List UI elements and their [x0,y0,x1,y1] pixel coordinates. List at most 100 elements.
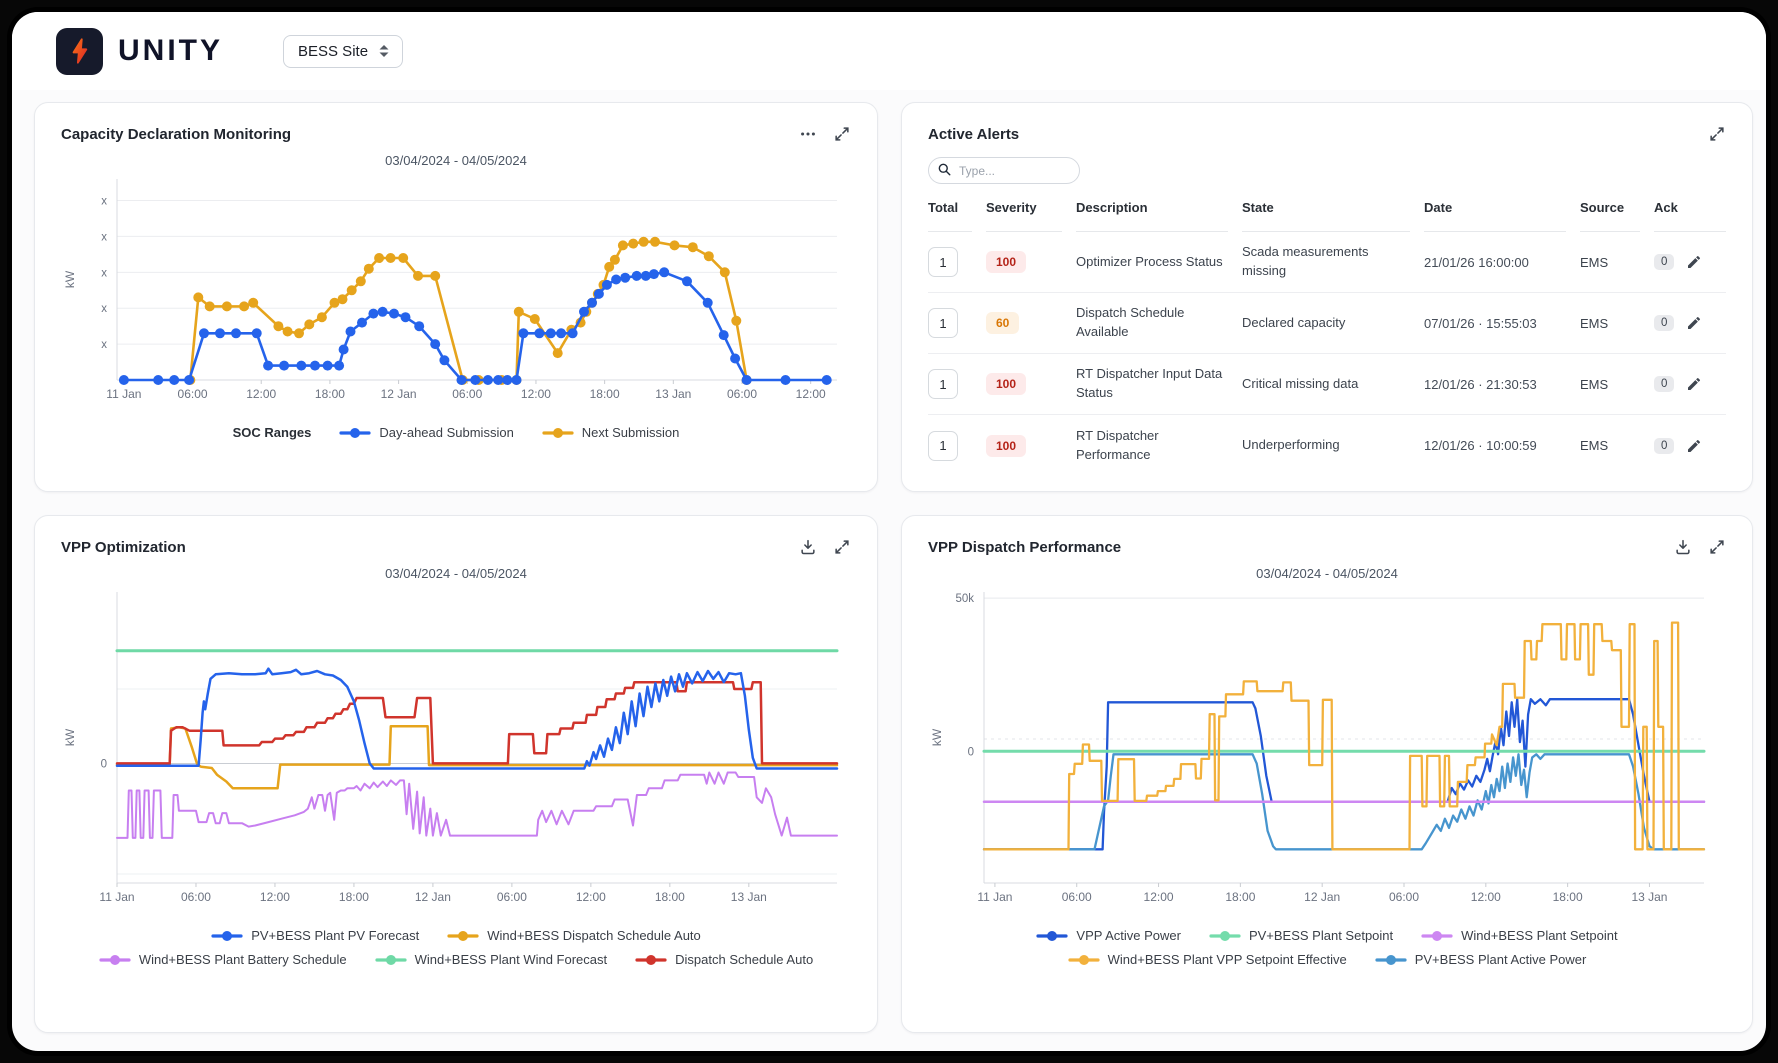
updown-chevron-icon [379,45,389,57]
column-header-total: Total [928,194,972,232]
vpp-dispatch-chart[interactable]: 50k 0 11 Jan 06:00 12:00 18:00 12 Jan 06:00 12:0… [928,583,1718,915]
legend-item[interactable]: Wind+BESS Dispatch Schedule Auto [447,928,701,943]
edit-button[interactable] [1686,376,1702,392]
legend-item[interactable]: Wind+BESS Plant Battery Schedule [99,952,347,967]
edit-button[interactable] [1686,254,1702,270]
download-icon[interactable] [799,538,817,556]
legend-marker-icon [1375,954,1407,965]
legend-item[interactable]: Dispatch Schedule Auto [635,952,813,967]
legend-item[interactable]: VPP Active Power [1036,928,1181,943]
search-icon [937,162,952,182]
ack-count-badge: 0 [1654,315,1675,331]
svg-text:06:00: 06:00 [1062,890,1092,904]
expand-icon[interactable] [1708,538,1726,556]
expand-icon[interactable] [1708,125,1726,143]
total-cell: 1 [928,369,972,399]
svg-text:11 Jan: 11 Jan [99,890,134,904]
severity-badge: 100 [986,251,1027,273]
total-cell: 1 [928,430,972,461]
alerts-search-input[interactable] [928,157,1080,184]
legend-item[interactable]: Next Submission [542,425,679,440]
panel-vpp-dispatch: VPP Dispatch Performance 03/04/2024 - 04… [901,515,1753,1033]
brand-title: UNITY [118,34,223,67]
expand-icon[interactable] [833,538,851,556]
panel-vpp-optimization: VPP Optimization 03/04/2024 - 04/05/2024… [34,515,878,1033]
alerts-table-body: 1 100 Optimizer Process Status Scada measur… [928,232,1726,476]
svg-text:12 Jan: 12 Jan [1304,890,1340,904]
svg-text:x: x [101,231,107,243]
dashboard-grid: Capacity Declaration Monitoring 03/04/20… [12,90,1766,1033]
source-cell: EMS [1580,376,1609,392]
state-cell: Underperforming [1242,437,1340,453]
description-cell: RT Dispatcher Performance [1076,427,1159,462]
severity-cell: 100 [986,434,1062,457]
pencil-icon [1688,377,1701,390]
chart-title-vpp-optimization: 03/04/2024 - 04/05/2024 [385,566,527,581]
svg-text:x: x [101,339,107,351]
download-icon[interactable] [1674,538,1692,556]
ack-count-badge: 0 [1654,376,1675,392]
table-row: 1 100 RT Dispatcher Input Data Status Criti… [928,354,1726,415]
legend-marker-icon [99,954,131,965]
legend-marker-icon [1036,930,1069,941]
state-cell: Critical missing data [1242,375,1359,391]
svg-text:11 Jan: 11 Jan [106,387,141,401]
ack-count-badge: 0 [1654,437,1675,454]
edit-button[interactable] [1686,438,1702,454]
vpp-optimization-legend: PV+BESS Plant PV Forecast Wind+BESS Dispa… [61,928,851,967]
capacity-legend: SOC Ranges Day-ahead Submission Next Subm… [61,425,851,440]
svg-text:06:00: 06:00 [497,890,527,904]
svg-text:13 Jan: 13 Jan [655,387,691,401]
legend-item[interactable]: Day-ahead Submission [339,425,514,440]
site-selector[interactable]: BESS Site [283,34,404,68]
panel-title-alerts: Active Alerts [928,125,1020,143]
svg-text:12 Jan: 12 Jan [381,387,417,401]
state-cell: Scada measurements missing [1242,244,1369,278]
alerts-search [928,157,1080,184]
pencil-icon [1688,439,1701,452]
ack-cell: 0 [1654,254,1726,270]
svg-text:18:00: 18:00 [339,890,369,904]
date-cell: 07/01/26 · 15:55:03 [1424,315,1537,331]
severity-cell: 60 [986,312,1062,334]
legend-item[interactable]: PV+BESS Plant Active Power [1375,952,1586,967]
svg-text:0: 0 [101,758,107,770]
column-header-state: State [1242,194,1410,232]
legend-item[interactable]: Wind+BESS Plant Wind Forecast [374,952,607,967]
table-row: 1 100 Optimizer Process Status Scada measur… [928,232,1726,293]
capacity-chart[interactable]: x x x x x 11 Jan 06:00 12:00 18:00 12 Jan 06:00 12:… [61,170,851,412]
legend-item[interactable]: Wind+BESS Plant VPP Setpoint Effective [1068,952,1347,967]
legend-marker-icon [339,427,371,438]
ack-count-badge: 0 [1654,254,1675,270]
lightning-bolt-icon [72,38,87,64]
legend-item[interactable]: Wind+BESS Plant Setpoint [1421,928,1618,943]
column-header-source: Source [1580,194,1640,232]
chart-title-vpp-dispatch: 03/04/2024 - 04/05/2024 [1256,566,1398,581]
panel-capacity-declaration: Capacity Declaration Monitoring 03/04/20… [34,102,878,492]
more-options-icon[interactable] [799,125,817,143]
severity-badge: 60 [986,312,1020,334]
svg-text:kW: kW [63,728,77,746]
svg-text:13 Jan: 13 Jan [731,890,767,904]
svg-text:x: x [101,303,107,315]
total-cell: 1 [928,247,972,277]
expand-icon[interactable] [833,125,851,143]
vpp-optimization-chart[interactable]: 0 11 Jan 06:00 12:00 18:00 12 Jan 06:00 12:00 18… [61,583,851,915]
ack-cell: 0 [1654,376,1726,392]
legend-marker-icon [1209,930,1241,941]
legend-item[interactable]: PV+BESS Plant Setpoint [1209,928,1393,943]
svg-text:12:00: 12:00 [796,387,826,401]
source-cell: EMS [1580,438,1609,453]
ack-cell: 0 [1654,437,1726,454]
column-header-ack: Ack [1654,194,1726,232]
pencil-icon [1688,316,1701,329]
legend-marker-icon [542,427,574,438]
svg-text:18:00: 18:00 [1553,890,1583,904]
panel-title-capacity: Capacity Declaration Monitoring [61,125,292,143]
alerts-table-header: Total Severity Description State Date Source A… [928,194,1726,232]
svg-text:12:00: 12:00 [576,890,606,904]
edit-button[interactable] [1686,315,1702,331]
svg-text:50k: 50k [955,593,974,605]
legend-item[interactable]: PV+BESS Plant PV Forecast [211,928,419,943]
svg-text:18:00: 18:00 [315,387,345,401]
